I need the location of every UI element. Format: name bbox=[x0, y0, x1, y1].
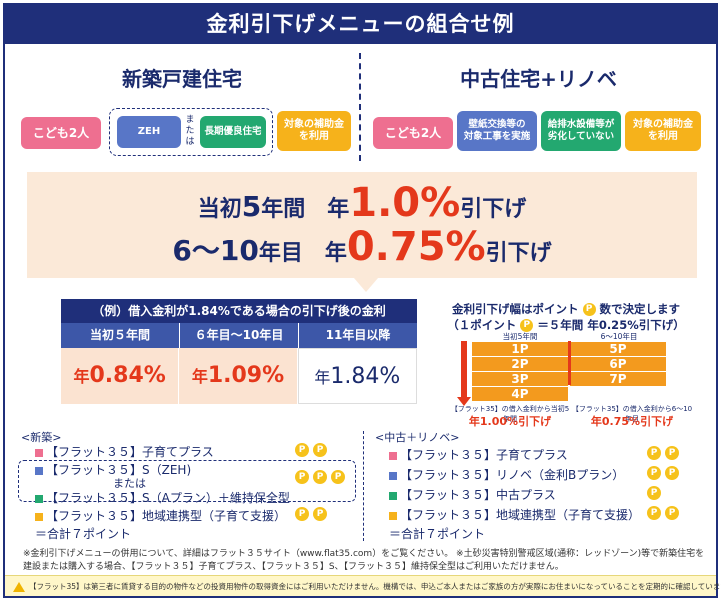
point-cell-4: 4P bbox=[471, 386, 569, 402]
grid-label-6-10: 6〜10年目 bbox=[600, 332, 638, 341]
rate-line-1: 当初5年間 年1.0%引下げ bbox=[197, 180, 527, 226]
list-item: 【フラット３５】S（Aプラン）＋維持保全型 bbox=[35, 489, 290, 506]
grid-label-first-5: 当初5年間 bbox=[502, 332, 538, 341]
list-item: 【フラット３５】子育てプラス bbox=[35, 443, 214, 460]
chip-zeh: ZEH bbox=[117, 116, 181, 148]
reduction-6-10: 年0.75%引下げ bbox=[590, 415, 674, 428]
warning-bar: 【フラット35】は第三者に賃貸する目的の物件などの投資用物件の取得資金にはご利用… bbox=[5, 575, 721, 596]
chip-children-used: こども2人 bbox=[373, 117, 453, 149]
example-table-header: （例）借入金利が1.84%である場合の引下げ後の金利 bbox=[61, 299, 417, 323]
point-coin-icon: P bbox=[582, 303, 596, 316]
point-coin-icon: P bbox=[313, 443, 327, 457]
rate-box-pointer bbox=[354, 278, 378, 292]
used-house-title: 中古住宅+リノベ bbox=[460, 67, 617, 91]
list-item: 【フラット３５】中古プラス bbox=[389, 486, 556, 503]
note-first-5: 【フラット35】の借入金利から当初5年間 bbox=[450, 405, 570, 423]
footnote: ※金利引下げメニューの併用について、詳細はフラット３５サイト（www.flat3… bbox=[23, 549, 705, 572]
rate-reduction-box: 当初5年間 年1.0%引下げ 6〜10年目 年0.75%引下げ bbox=[27, 172, 697, 278]
total-points-new: ＝合計７ポイント bbox=[35, 527, 132, 541]
new-list-label: <新築> bbox=[21, 431, 62, 444]
column-divider bbox=[359, 53, 361, 161]
chip-subsidy-used: 対象の補助金 を利用 bbox=[625, 111, 701, 151]
note-6-10: 【フラット35】の借入金利から6〜10年目 bbox=[571, 405, 693, 423]
or-label: または bbox=[113, 477, 146, 490]
col-first-5-years: 当初５年間 bbox=[61, 323, 180, 348]
value-year-11-plus: 年1.84% bbox=[297, 348, 417, 404]
col-year-11-plus: 11年目以降 bbox=[299, 323, 417, 348]
list-divider bbox=[363, 431, 364, 541]
point-coin-icon: P bbox=[520, 319, 534, 332]
point-coin-icon: P bbox=[647, 486, 661, 500]
or-label: また は bbox=[185, 115, 195, 147]
point-coin-icon: P bbox=[295, 507, 309, 521]
point-cell-5: 5P bbox=[569, 341, 667, 357]
point-coin-icon: P bbox=[295, 443, 309, 457]
list-item: 【フラット３５】地域連携型（子育て支援） bbox=[35, 507, 286, 524]
point-coin-icon: P bbox=[647, 506, 661, 520]
point-cell-7: 7P bbox=[569, 371, 667, 387]
rate-line-2: 6〜10年目 年0.75%引下げ bbox=[172, 224, 552, 270]
list-item: 【フラット３５】子育てプラス bbox=[389, 446, 568, 463]
chip-long-term-quality: 長期優良住宅 bbox=[200, 116, 266, 148]
chip-plumbing-ok: 給排水設備等が 劣化していない bbox=[541, 111, 621, 151]
zeh-or-aplan-group bbox=[18, 460, 356, 502]
example-rate-table: （例）借入金利が1.84%である場合の引下げ後の金利 当初５年間 ６年目〜10年… bbox=[61, 299, 417, 404]
infographic-frame: 金利引下げメニューの組合せ例 新築戸建住宅 中古住宅+リノベ こども2人 ZEH… bbox=[3, 3, 721, 598]
page-title: 金利引下げメニューの組合せ例 bbox=[5, 5, 716, 44]
list-item: 【フラット３５】リノベ（金利Bプラン） bbox=[389, 466, 624, 483]
point-cell-3: 3P bbox=[471, 371, 569, 387]
zeh-or-long-term-group bbox=[109, 108, 273, 156]
warning-icon bbox=[13, 582, 25, 592]
chip-children-new: こども2人 bbox=[21, 117, 101, 149]
point-coin-icon: P bbox=[295, 470, 309, 484]
list-item: 【フラット３５】地域連携型（子育て支援） bbox=[389, 506, 640, 523]
list-item: 【フラット３５】S（ZEH) bbox=[35, 461, 191, 478]
points-explanation: 金利引下げ幅はポイント P 数で決定します （１ポイント P ＝５年間 年0.2… bbox=[447, 302, 685, 332]
point-cell-1: 1P bbox=[471, 341, 569, 357]
new-house-title: 新築戸建住宅 bbox=[122, 67, 242, 91]
point-coin-icon: P bbox=[647, 446, 661, 460]
col-years-6-10: ６年目〜10年目 bbox=[180, 323, 299, 348]
value-first-5-years: 年0.84% bbox=[61, 348, 180, 404]
point-coin-icon: P bbox=[665, 506, 679, 520]
point-coin-icon: P bbox=[665, 446, 679, 460]
arrow-down-icon bbox=[457, 397, 471, 406]
total-points-used: ＝合計７ポイント bbox=[389, 527, 486, 541]
used-list-label: <中古＋リノベ> bbox=[375, 431, 460, 444]
point-cell-2: 2P bbox=[471, 356, 569, 372]
point-coin-icon: P bbox=[331, 470, 345, 484]
chip-wallpaper-work: 壁紙交換等の 対象工事を実施 bbox=[457, 111, 537, 151]
point-coin-icon: P bbox=[313, 470, 327, 484]
point-cell-6: 6P bbox=[569, 356, 667, 372]
arrow-6-10 bbox=[568, 341, 571, 385]
arrow-first-5 bbox=[461, 341, 467, 399]
point-coin-icon: P bbox=[313, 507, 327, 521]
point-coin-icon: P bbox=[647, 466, 661, 480]
reduction-first-5: 年1.00%引下げ bbox=[468, 415, 552, 428]
value-years-6-10: 年1.09% bbox=[179, 348, 298, 404]
point-coin-icon: P bbox=[665, 466, 679, 480]
chip-subsidy-new: 対象の補助金 を利用 bbox=[277, 111, 351, 151]
